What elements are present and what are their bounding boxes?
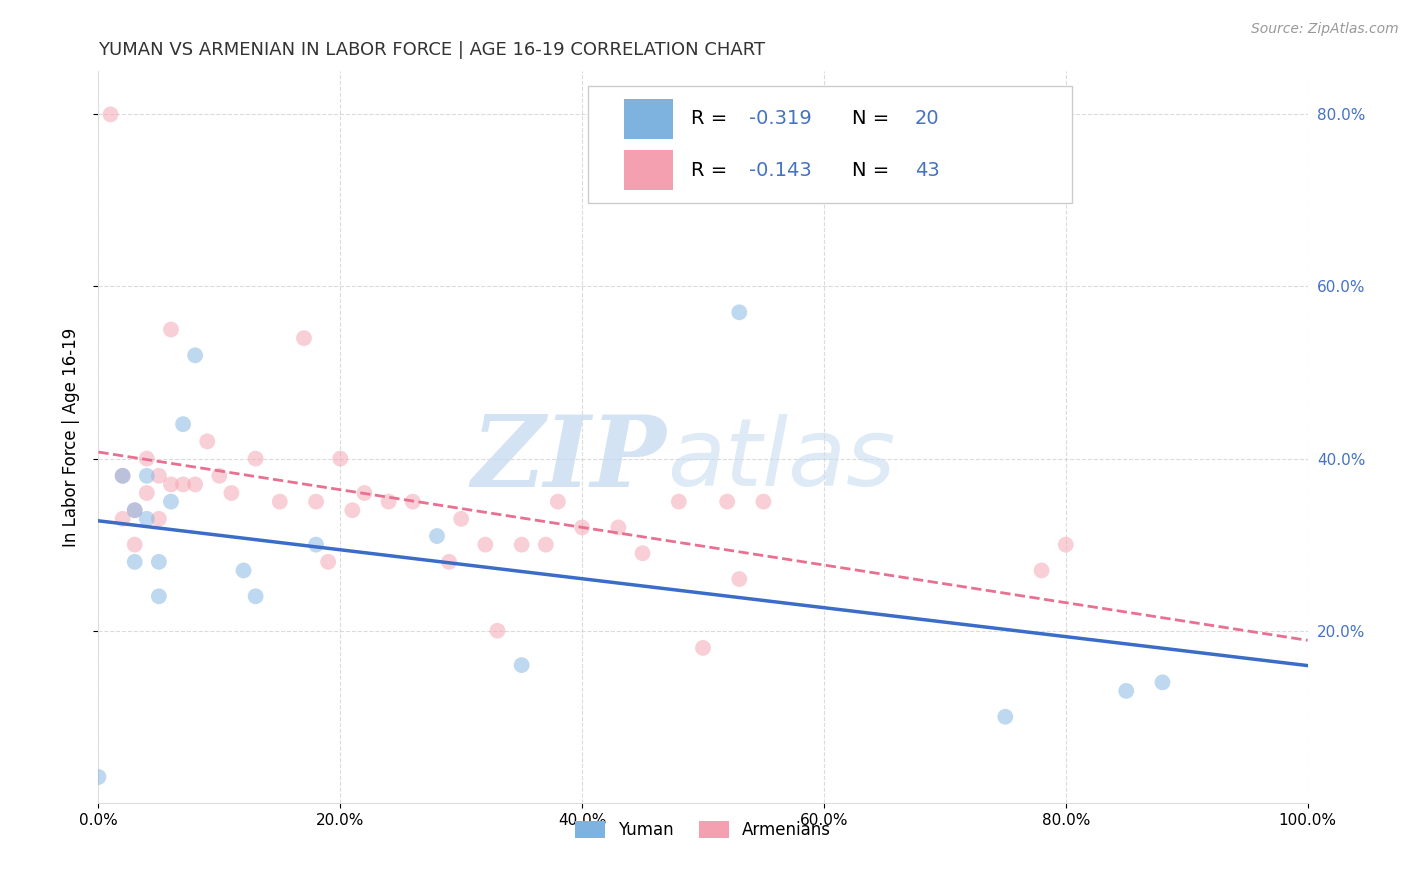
Text: R =: R = (690, 161, 734, 179)
Point (148, 468, 170, 483)
Text: -0.319: -0.319 (749, 110, 811, 128)
Point (353, 486, 375, 500)
Point (692, 640, 714, 655)
Text: YUMAN VS ARMENIAN IN LABOR FORCE | AGE 16-19 CORRELATION CHART: YUMAN VS ARMENIAN IN LABOR FORCE | AGE 1… (98, 41, 765, 59)
Legend: Yuman, Armenians: Yuman, Armenians (568, 814, 838, 846)
Point (1054, 538, 1077, 552)
Point (329, 451, 352, 466)
Point (111, 468, 134, 483)
Point (135, 451, 157, 466)
Point (208, 468, 231, 483)
Point (1031, 564, 1053, 578)
Point (221, 486, 243, 500)
Point (486, 624, 509, 638)
FancyBboxPatch shape (624, 99, 672, 139)
Point (1152, 675, 1174, 690)
FancyBboxPatch shape (624, 150, 672, 190)
Point (172, 417, 194, 432)
Point (245, 589, 267, 603)
Point (342, 503, 364, 517)
Point (195, 434, 218, 449)
Point (305, 494, 328, 508)
Text: N =: N = (852, 110, 896, 128)
Point (184, 348, 207, 362)
Point (87, 770, 110, 784)
Point (269, 494, 291, 508)
Text: 20: 20 (915, 110, 939, 128)
Point (184, 477, 207, 491)
Point (135, 512, 157, 526)
Text: atlas: atlas (666, 414, 896, 505)
Point (124, 503, 146, 517)
Point (668, 494, 690, 508)
Point (728, 305, 751, 319)
Point (111, 468, 134, 483)
Point (160, 494, 183, 508)
Point (402, 494, 425, 508)
Point (728, 572, 751, 586)
Text: -0.143: -0.143 (749, 161, 811, 179)
Point (135, 468, 157, 483)
Point (100, 107, 122, 121)
Point (437, 555, 460, 569)
Point (571, 520, 593, 534)
Point (305, 538, 328, 552)
Point (135, 486, 157, 500)
Text: 43: 43 (915, 161, 939, 179)
Point (316, 555, 339, 569)
Point (1115, 684, 1137, 698)
Point (160, 322, 183, 336)
Text: R =: R = (690, 110, 734, 128)
Point (148, 555, 170, 569)
Point (124, 555, 146, 569)
Point (124, 538, 146, 552)
Text: ZIP: ZIP (472, 411, 666, 508)
Text: N =: N = (852, 161, 896, 179)
Point (752, 494, 775, 508)
Point (716, 494, 738, 508)
Point (426, 529, 449, 543)
Text: Source: ZipAtlas.com: Source: ZipAtlas.com (1251, 22, 1399, 37)
Point (160, 477, 183, 491)
Point (450, 512, 472, 526)
Point (377, 494, 399, 508)
Point (148, 512, 170, 526)
Point (474, 538, 496, 552)
Point (510, 538, 533, 552)
Point (534, 538, 557, 552)
Point (148, 589, 170, 603)
Point (172, 477, 194, 491)
Point (631, 546, 654, 560)
Point (292, 331, 315, 345)
FancyBboxPatch shape (588, 86, 1071, 203)
Point (994, 710, 1017, 724)
Point (232, 564, 254, 578)
Point (607, 520, 630, 534)
Point (124, 503, 146, 517)
Point (245, 451, 267, 466)
Y-axis label: In Labor Force | Age 16-19: In Labor Force | Age 16-19 (62, 327, 80, 547)
Point (510, 658, 533, 673)
Point (547, 494, 569, 508)
Point (111, 512, 134, 526)
